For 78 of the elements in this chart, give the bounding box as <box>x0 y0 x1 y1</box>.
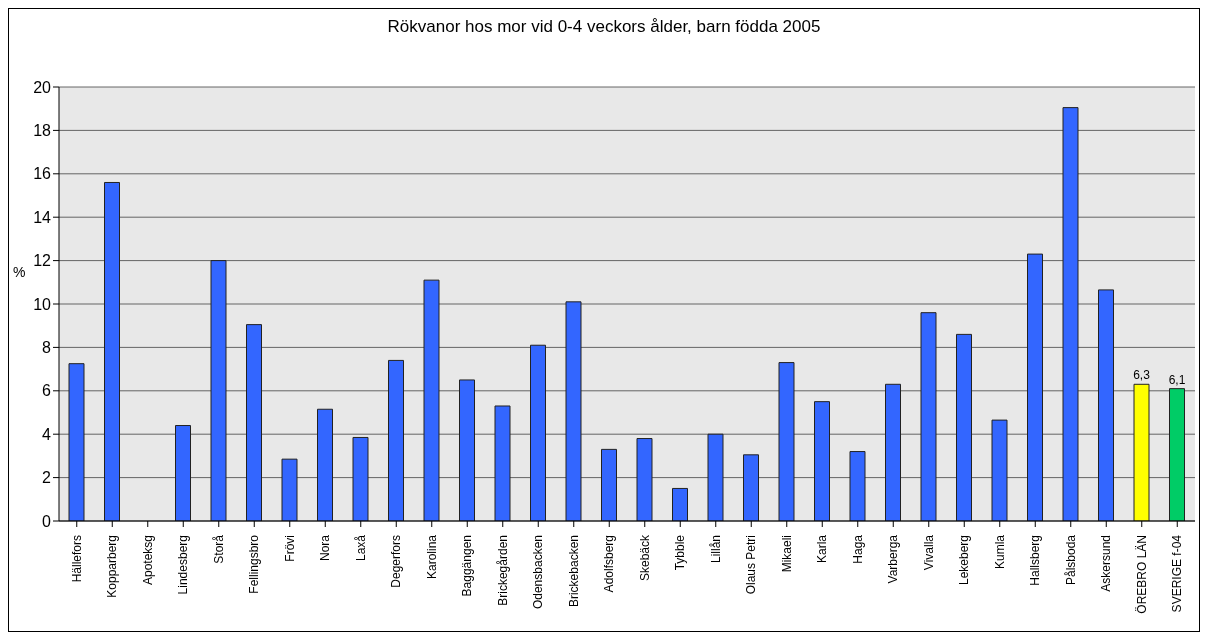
bar <box>672 487 688 521</box>
bar <box>352 436 369 521</box>
x-tick-label: Tybble <box>673 534 688 571</box>
x-tick-label: Storå <box>211 534 226 564</box>
bar <box>175 425 191 521</box>
data-label: 6,3 <box>1133 368 1151 383</box>
y-tick-label: 2 <box>42 469 52 487</box>
y-tick-label: 10 <box>33 295 52 313</box>
x-tick-label: Karla <box>815 534 830 564</box>
x-tick-label: Laxå <box>353 534 368 562</box>
bar <box>1169 388 1185 521</box>
bar <box>814 401 830 521</box>
bar <box>317 408 333 521</box>
x-tick-label: Skebäck <box>637 534 652 582</box>
y-tick-label: 6 <box>42 382 52 400</box>
x-tick-label: ÖREBRO LÄN <box>1134 535 1149 614</box>
x-tick-label: Haga <box>850 534 865 564</box>
y-tick-label: 20 <box>33 78 52 96</box>
x-tick-label: Mikaeli <box>779 535 794 573</box>
bar <box>707 433 724 521</box>
y-tick-label: 18 <box>33 122 52 140</box>
bar <box>885 383 901 521</box>
bar <box>1062 107 1079 521</box>
bar <box>778 362 795 521</box>
x-tick-label: SVERIGE f-04 <box>1170 534 1185 613</box>
bar <box>246 324 262 521</box>
data-label: 6,1 <box>1168 372 1186 387</box>
x-tick-label: Lindesberg <box>176 535 191 595</box>
bar <box>494 405 511 521</box>
bar <box>1133 383 1150 521</box>
bar <box>210 260 227 521</box>
y-tick-label: 12 <box>33 252 52 270</box>
x-tick-label: Kopparberg <box>105 535 120 598</box>
y-tick-label: 14 <box>33 208 52 226</box>
chart-title: Rökvanor hos mor vid 0-4 veckors ålder, barn födda 2005 <box>386 17 822 37</box>
y-tick-label: 8 <box>42 339 52 357</box>
bar <box>281 458 298 521</box>
x-tick-label: Karolina <box>424 534 439 580</box>
x-tick-label: Fellingsbro <box>247 534 262 594</box>
x-tick-label: Frövi <box>282 535 297 562</box>
bar <box>530 344 546 521</box>
x-tick-label: Brickegården <box>495 535 510 606</box>
bar <box>388 359 404 521</box>
x-tick-label: Kumla <box>992 534 1007 570</box>
bar <box>991 419 1008 521</box>
y-tick-label: 4 <box>42 425 52 443</box>
x-tick-label: Degerfors <box>389 535 404 588</box>
bar <box>920 312 937 521</box>
bar <box>423 279 440 521</box>
x-tick-label: Varberga <box>886 534 901 584</box>
bar <box>601 448 617 521</box>
bar <box>636 438 653 521</box>
x-tick-label: Odensbacken <box>531 535 546 610</box>
bar <box>956 333 972 521</box>
x-tick-label: Askersund <box>1099 535 1114 592</box>
x-tick-label: Lillån <box>708 535 723 564</box>
x-tick-label: Vivalla <box>921 534 936 571</box>
x-tick-label: Apoteksg <box>140 535 155 586</box>
bar <box>1098 289 1114 521</box>
x-tick-label: Hallsberg <box>1028 535 1043 586</box>
bar <box>1027 253 1043 521</box>
bar <box>849 451 866 521</box>
bar <box>459 379 475 521</box>
x-tick-label: Baggängen <box>460 535 475 597</box>
bar <box>104 181 120 521</box>
y-axis-title: % <box>13 264 26 280</box>
y-tick-label: 0 <box>42 512 52 530</box>
y-tick-label: 16 <box>33 165 52 183</box>
x-tick-label: Hällefors <box>69 535 84 583</box>
x-tick-label: Pålsboda <box>1063 534 1078 586</box>
x-tick-label: Lekeberg <box>957 535 972 586</box>
x-tick-label: Nora <box>318 534 333 562</box>
x-tick-label: Adolfsberg <box>602 535 617 593</box>
bar <box>68 363 85 521</box>
x-tick-label: Olaus Petri <box>744 535 759 595</box>
bar <box>565 301 582 521</box>
x-tick-label: Brickebacken <box>566 535 581 608</box>
bar <box>743 454 759 521</box>
